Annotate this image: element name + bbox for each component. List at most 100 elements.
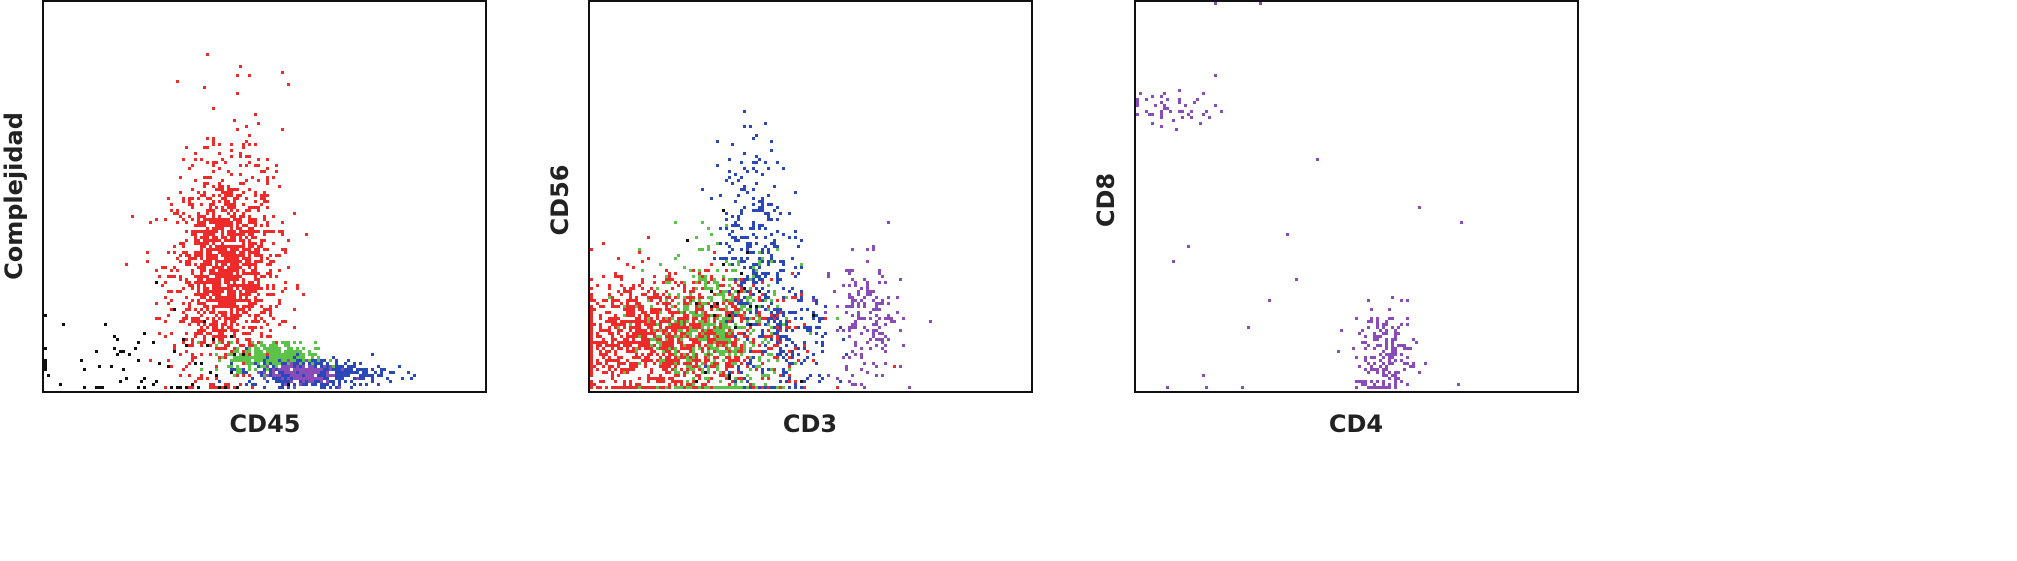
data-point: [794, 317, 797, 320]
data-point: [392, 371, 395, 374]
data-point: [599, 335, 602, 338]
data-point: [662, 329, 665, 332]
data-point: [671, 341, 674, 344]
data-point: [302, 347, 305, 350]
data-point: [278, 377, 281, 380]
data-point: [308, 371, 311, 374]
data-point: [203, 305, 206, 308]
data-point: [710, 287, 713, 290]
data-point: [179, 290, 182, 293]
data-point: [776, 335, 779, 338]
data-point: [251, 263, 254, 266]
data-point: [230, 311, 233, 314]
data-point: [728, 377, 731, 380]
data-point: [668, 332, 671, 335]
data-point: [815, 341, 818, 344]
data-point: [227, 353, 230, 356]
data-point: [758, 299, 761, 302]
data-point: [695, 362, 698, 365]
data-point: [248, 266, 251, 269]
data-point: [245, 311, 248, 314]
data-point: [827, 374, 830, 377]
data-point: [749, 356, 752, 359]
data-point: [734, 221, 737, 224]
data-point: [215, 227, 218, 230]
data-point: [623, 314, 626, 317]
data-point: [233, 356, 236, 359]
data-point: [668, 281, 671, 284]
data-point: [638, 305, 641, 308]
data-point: [224, 329, 227, 332]
data-point: [653, 275, 656, 278]
data-point: [305, 377, 308, 380]
data-point: [263, 386, 266, 389]
data-point: [689, 293, 692, 296]
data-point: [239, 266, 242, 269]
data-point: [215, 281, 218, 284]
data-point: [644, 323, 647, 326]
data-point: [701, 317, 704, 320]
data-point: [794, 383, 797, 386]
data-point: [860, 368, 863, 371]
data-point: [629, 323, 632, 326]
data-point: [206, 236, 209, 239]
data-point: [182, 218, 185, 221]
data-point: [230, 299, 233, 302]
data-point: [872, 308, 875, 311]
data-point: [620, 275, 623, 278]
data-point: [683, 356, 686, 359]
data-point: [770, 302, 773, 305]
data-point: [770, 242, 773, 245]
data-point: [854, 320, 857, 323]
data-point: [644, 335, 647, 338]
data-point: [650, 332, 653, 335]
data-point: [806, 356, 809, 359]
data-point: [677, 341, 680, 344]
data-point: [701, 275, 704, 278]
data-point: [692, 350, 695, 353]
data-point: [713, 350, 716, 353]
data-point: [242, 245, 245, 248]
data-point: [644, 365, 647, 368]
data-point: [764, 386, 767, 389]
data-point: [863, 305, 866, 308]
data-point: [773, 260, 776, 263]
data-point: [287, 380, 290, 383]
data-point: [320, 377, 323, 380]
data-point: [230, 341, 233, 344]
data-point: [665, 329, 668, 332]
data-point: [227, 224, 230, 227]
data-point: [623, 308, 626, 311]
data-point: [218, 272, 221, 275]
data-point: [749, 242, 752, 245]
data-point: [170, 275, 173, 278]
data-point: [206, 233, 209, 236]
data-point: [314, 368, 317, 371]
data-point: [674, 371, 677, 374]
data-point: [782, 371, 785, 374]
data-point: [254, 296, 257, 299]
data-point: [242, 278, 245, 281]
data-point: [719, 257, 722, 260]
data-point: [215, 293, 218, 296]
data-point: [209, 257, 212, 260]
data-point: [638, 320, 641, 323]
data-point: [674, 296, 677, 299]
data-point: [758, 356, 761, 359]
data-point: [248, 314, 251, 317]
data-point: [713, 386, 716, 389]
data-point: [317, 368, 320, 371]
data-point: [227, 278, 230, 281]
data-point: [215, 266, 218, 269]
data-point: [668, 308, 671, 311]
data-point: [719, 320, 722, 323]
data-point: [191, 338, 194, 341]
data-point: [674, 272, 677, 275]
data-point: [740, 347, 743, 350]
data-point: [272, 341, 275, 344]
data-point: [683, 284, 686, 287]
data-point: [239, 293, 242, 296]
data-point: [206, 317, 209, 320]
data-point: [812, 314, 815, 317]
data-point: [761, 203, 764, 206]
